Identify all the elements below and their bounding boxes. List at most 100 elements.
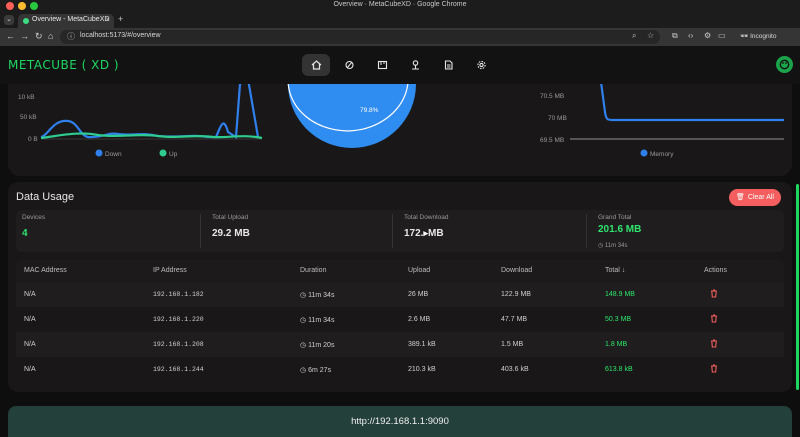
zoom-icon[interactable]: ⌕: [632, 31, 637, 40]
cell-download: 1.5 MB: [501, 341, 524, 348]
upload-series-line: [40, 132, 263, 140]
url-text: localhost:5173/#/overview: [80, 32, 161, 39]
tab-search-button[interactable]: ⌄: [4, 15, 14, 25]
palette-icon: [779, 59, 790, 70]
table-row: N/A 192.168.1.244 ◷ 6m 27s 210.3 kB 403.6…: [16, 357, 784, 382]
col-upload[interactable]: Upload: [408, 267, 431, 274]
home-icon[interactable]: ⌂: [48, 31, 54, 41]
brand-logo[interactable]: METACUBE ( XD ): [8, 58, 119, 72]
nav-rules-button[interactable]: [368, 54, 396, 76]
delete-row-icon[interactable]: [710, 339, 718, 348]
col-download[interactable]: Download: [501, 267, 533, 274]
back-icon[interactable]: ←: [6, 31, 15, 41]
cell-duration-text: 11m 34s: [308, 292, 335, 299]
cell-duration-text: 11m 20s: [308, 342, 335, 349]
delete-row-icon[interactable]: [710, 314, 718, 323]
stat-total-upload: Total Upload 29.2 MB: [206, 210, 392, 252]
clock-icon: ◷: [300, 317, 307, 324]
col-total[interactable]: Total ↓: [605, 267, 626, 274]
cell-total: 1.8 MB: [605, 341, 628, 348]
pie-chart-segment: [287, 84, 409, 132]
clear-all-button[interactable]: 🗑 Clear All: [729, 189, 781, 206]
globe-icon: [345, 60, 354, 70]
mouse-cursor-icon: ▸: [423, 228, 428, 238]
cell-duration-text: 11m 34s: [308, 317, 335, 324]
window-title: Overview · MetaCubeXD · Google Chrome: [333, 1, 467, 8]
legend-memory-swatch: [640, 149, 648, 157]
file-text-icon: [444, 60, 453, 70]
tab-strip: ⌄ Overview - MetaCubeXD × +: [0, 12, 800, 28]
nav-proxies-button[interactable]: [335, 54, 363, 76]
clock-icon: ◷: [300, 292, 307, 299]
incognito-badge[interactable]: 🕶 Incognito: [740, 33, 777, 40]
cell-ip: 192.168.1.182: [153, 291, 204, 298]
delete-row-icon[interactable]: [710, 289, 718, 298]
delete-row-icon[interactable]: [710, 364, 718, 373]
memory-tick-3: 69.5 MB: [540, 137, 564, 144]
cell-download: 403.6 kB: [501, 366, 529, 373]
col-duration[interactable]: Duration: [300, 267, 327, 274]
legend-up-label: Up: [169, 151, 178, 158]
close-window-button[interactable]: [6, 2, 14, 10]
app-header: METACUBE ( XD ): [0, 46, 800, 84]
devtools-icon[interactable]: ‹›: [688, 31, 694, 40]
clock-icon: ◷: [598, 243, 605, 249]
legend-down-label: Down: [105, 151, 122, 158]
cell-duration-text: 6m 27s: [308, 367, 332, 374]
memory-tick-1: 70.5 MB: [540, 93, 564, 100]
close-tab-icon[interactable]: ×: [105, 15, 110, 24]
cell-upload: 210.3 kB: [408, 366, 436, 373]
traffic-tick-2: 50 kB: [20, 114, 37, 121]
stat-download-unit: MB: [428, 228, 444, 239]
gear-icon: [477, 60, 486, 70]
data-usage-title: Data Usage: [16, 191, 75, 203]
clear-all-label: Clear All: [747, 194, 774, 201]
col-ip[interactable]: IP Address: [153, 267, 187, 274]
cell-ip: 192.168.1.220: [153, 316, 204, 323]
cell-upload: 2.6 MB: [408, 316, 431, 323]
reload-icon[interactable]: ↻: [35, 31, 43, 41]
cell-ip: 192.168.1.244: [153, 366, 204, 373]
table-header: MAC Address IP Address Duration Upload D…: [16, 260, 784, 282]
address-bar[interactable]: ⓘ localhost:5173/#/overview ⌕ ☆: [60, 30, 660, 44]
favicon-icon: [23, 18, 29, 24]
bookmark-star-icon[interactable]: ☆: [647, 31, 655, 40]
browser-toolbar: ← → ↻ ⌂ ⓘ localhost:5173/#/overview ⌕ ☆ …: [0, 28, 800, 46]
extensions-icon[interactable]: ⧉: [672, 31, 678, 40]
cell-ip: 192.168.1.208: [153, 341, 204, 348]
split-view-icon[interactable]: ▭: [718, 31, 726, 40]
backend-url[interactable]: http://192.168.1.1:9090: [351, 416, 449, 427]
stat-download-label: Total Download: [404, 214, 449, 221]
cell-upload: 26 MB: [408, 291, 429, 298]
backend-url-bar: http://192.168.1.1:9090: [8, 406, 792, 437]
settings-icon[interactable]: ⚙: [704, 31, 712, 40]
browser-tab[interactable]: Overview - MetaCubeXD ×: [18, 14, 114, 28]
new-tab-button[interactable]: +: [118, 14, 124, 24]
maximize-window-button[interactable]: [30, 2, 38, 10]
nav-logs-button[interactable]: [434, 54, 462, 76]
cell-total: 148.9 MB: [605, 291, 635, 298]
site-info-icon[interactable]: ⓘ: [67, 32, 75, 41]
theme-switcher-button[interactable]: [776, 56, 793, 73]
page-scrollbar[interactable]: [796, 184, 799, 390]
col-mac[interactable]: MAC Address: [24, 267, 67, 274]
table-row: N/A 192.168.1.208 ◷ 11m 20s 389.1 kB 1.5 …: [16, 332, 784, 357]
stat-upload-value: 29.2 MB: [212, 228, 250, 239]
nav-config-button[interactable]: [467, 54, 495, 76]
ruler-icon: [377, 60, 388, 70]
traffic-tick-3: 0 B: [28, 136, 38, 143]
table-row: N/A 192.168.1.182 ◷ 11m 34s 26 MB 122.9 M…: [16, 282, 784, 307]
data-usage-card: Data Usage 🗑 Clear All Devices 4 Total Up…: [8, 182, 792, 392]
window-titlebar: Overview · MetaCubeXD · Google Chrome: [0, 0, 800, 12]
pie-percent-label: 79.8%: [360, 107, 379, 114]
nav-connections-button[interactable]: [401, 54, 429, 76]
stat-grand-value: 201.6 MB: [598, 224, 642, 235]
cell-duration: ◷ 6m 27s: [300, 366, 331, 374]
trash-icon: 🗑: [736, 194, 745, 201]
incognito-label: Incognito: [750, 33, 777, 40]
forward-icon[interactable]: →: [20, 31, 29, 41]
overview-charts-card: 10 kB 50 kB 0 B Down Up 79.8% 70.5 MB 70…: [8, 84, 792, 176]
minimize-window-button[interactable]: [18, 2, 26, 10]
col-actions: Actions: [704, 267, 727, 274]
nav-overview-button[interactable]: [302, 54, 330, 76]
